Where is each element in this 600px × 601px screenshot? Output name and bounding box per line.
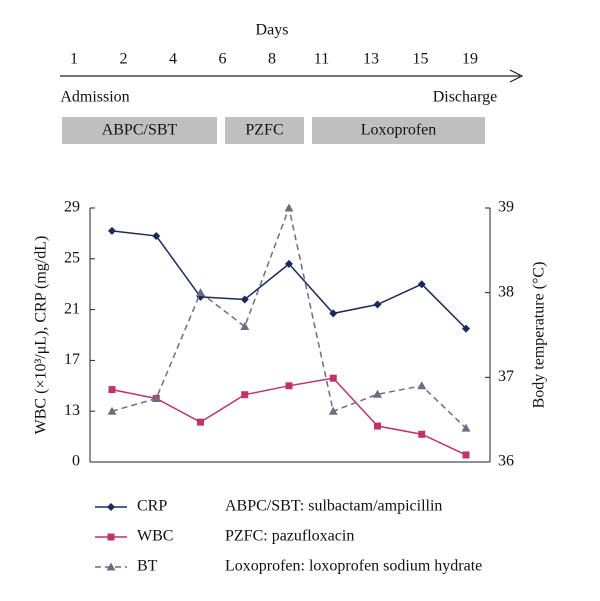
day-label: 15 xyxy=(413,51,429,68)
point xyxy=(329,374,337,382)
day-label: 13 xyxy=(363,51,379,68)
y-tick-label: 0 xyxy=(72,453,80,470)
point xyxy=(374,422,381,430)
day-label: 2 xyxy=(120,51,128,68)
treatment-bar xyxy=(62,117,217,144)
y2-tick-label: 37 xyxy=(498,368,514,385)
point xyxy=(328,406,338,415)
y-tick-label: 25 xyxy=(64,249,80,266)
timeline-end: Discharge xyxy=(433,89,498,106)
point xyxy=(417,381,427,390)
day-label: 8 xyxy=(268,51,276,68)
treatment-bar xyxy=(225,117,304,144)
point xyxy=(373,389,382,398)
point xyxy=(329,309,338,318)
legend-marker xyxy=(107,503,115,511)
point xyxy=(108,226,116,235)
point xyxy=(108,386,116,394)
treatment-label: ABPC/SBT xyxy=(102,122,178,139)
day-label: 11 xyxy=(314,51,329,68)
legend-label: BT xyxy=(137,558,158,575)
treatment-bar xyxy=(312,117,485,144)
point xyxy=(240,295,249,304)
point xyxy=(241,391,249,399)
y2-tick-label: 39 xyxy=(498,199,514,216)
legend-marker xyxy=(106,562,116,571)
timeline-start: Admission xyxy=(60,89,129,106)
timeline-arrow xyxy=(509,69,524,83)
day-label: 19 xyxy=(462,51,478,68)
point xyxy=(152,231,161,240)
legend-label: WBC xyxy=(137,528,173,545)
day-label: 1 xyxy=(70,51,78,68)
point xyxy=(240,322,250,331)
legend-marker xyxy=(107,533,115,541)
y-tick-label: 21 xyxy=(64,300,80,317)
y-tick-label: 17 xyxy=(64,351,80,368)
treatment-label: Loxoprofen xyxy=(361,122,437,139)
point xyxy=(285,382,293,390)
day-label: 6 xyxy=(219,51,227,68)
point xyxy=(418,430,426,438)
point xyxy=(197,418,204,426)
point xyxy=(461,423,471,432)
series-line xyxy=(111,205,467,429)
point xyxy=(462,451,470,459)
timeline-title: Days xyxy=(256,22,289,39)
note: ABPC/SBT: sulbactam/ampicillin xyxy=(225,498,442,515)
y-axis-label: WBC (×10³/μL), CRP (mg/dL) xyxy=(33,236,50,435)
note: PZFC: pazufloxacin xyxy=(225,528,354,545)
series-line xyxy=(111,230,467,330)
point xyxy=(107,406,117,415)
treatment-label: PZFC xyxy=(245,122,283,139)
legend-label: CRP xyxy=(137,498,167,515)
note: Loxoprofen: loxoprofen sodium hydrate xyxy=(225,558,482,575)
series-line xyxy=(111,377,467,456)
y-tick-label: 29 xyxy=(64,199,80,216)
point xyxy=(151,394,161,402)
point xyxy=(462,324,470,333)
point xyxy=(417,280,426,289)
point xyxy=(285,259,293,268)
y2-axis-label: Body temperature (°C) xyxy=(531,262,548,409)
point xyxy=(284,203,294,212)
y2-tick-label: 36 xyxy=(498,453,514,470)
point xyxy=(373,300,382,309)
day-label: 4 xyxy=(169,51,177,68)
y2-tick-label: 38 xyxy=(498,283,514,300)
point xyxy=(196,288,205,297)
y-tick-label: 13 xyxy=(64,402,80,419)
